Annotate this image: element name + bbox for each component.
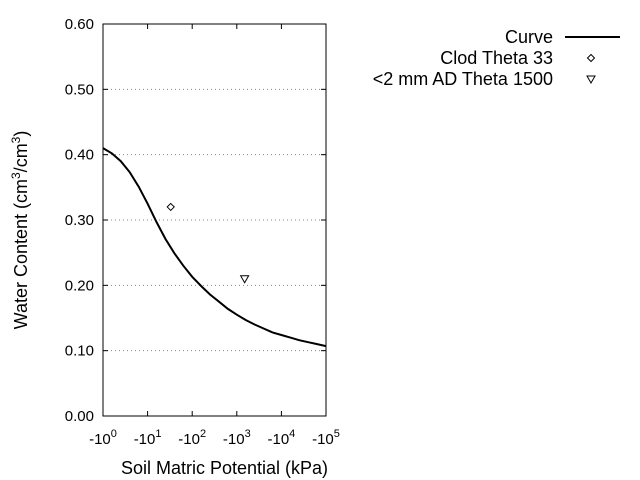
legend-marker-triangle xyxy=(586,75,596,85)
grid-lines xyxy=(103,88,326,352)
y-tick-label: 0.40 xyxy=(65,147,94,164)
x-tick-label: -105 xyxy=(312,428,340,448)
y-axis-title: Water Content (cm3/cm3) xyxy=(9,131,31,330)
y-tick-label: 0.60 xyxy=(65,16,94,33)
x-tick-label: -101 xyxy=(134,428,162,448)
y-tick-label: 0.30 xyxy=(65,212,94,229)
x-tick-label: -104 xyxy=(267,428,295,448)
legend-label: Clod Theta 33 xyxy=(440,48,553,68)
legend-label: Curve xyxy=(505,27,553,47)
x-tick-label: -102 xyxy=(178,428,206,448)
legend-marker-diamond xyxy=(586,53,596,63)
x-axis: -100 -101 -102 -103 -104 -105 xyxy=(89,24,340,448)
curve-line xyxy=(102,147,327,348)
legend-label: <2 mm AD Theta 1500 xyxy=(373,69,553,89)
y-tick-label: 0.10 xyxy=(65,343,94,360)
y-axis: 0.00 0.10 0.20 0.30 0.40 0.50 0.60 xyxy=(65,16,326,425)
data-point-diamond xyxy=(166,202,175,212)
y-tick-label: 0.50 xyxy=(65,81,94,98)
x-axis-title: Soil Matric Potential (kPa) xyxy=(121,458,328,478)
y-tick-label: 0.00 xyxy=(65,408,94,425)
y-tick-label: 0.20 xyxy=(65,277,94,294)
plot-series xyxy=(102,147,327,348)
plot-frame xyxy=(102,23,327,417)
data-point-triangle xyxy=(239,275,250,284)
x-tick-label: -103 xyxy=(223,428,251,448)
x-tick-label: -100 xyxy=(89,428,117,448)
